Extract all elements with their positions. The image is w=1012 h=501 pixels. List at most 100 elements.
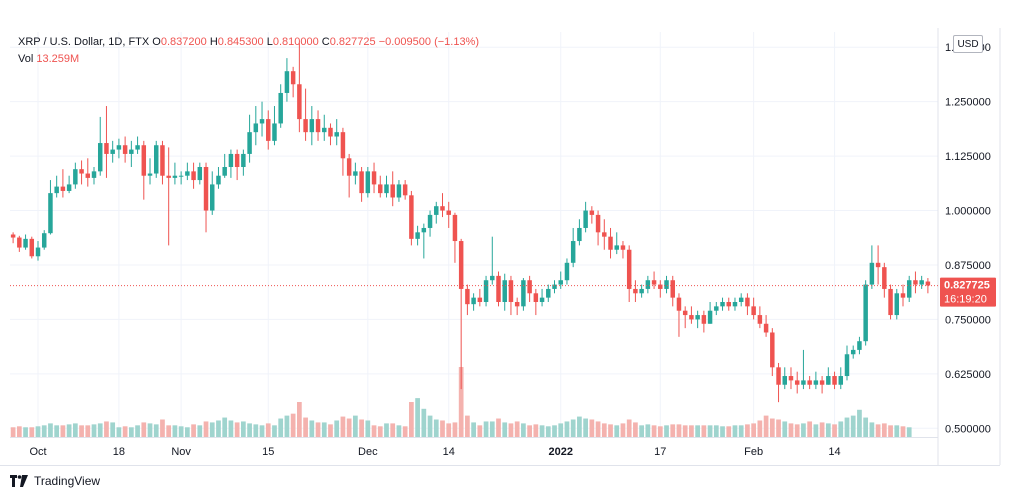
volume-bar [838, 421, 844, 437]
volume-bar [66, 424, 72, 437]
candle [458, 238, 464, 390]
candle [701, 310, 707, 333]
volume-bar [570, 419, 576, 437]
candle [602, 219, 607, 250]
volume-bar [552, 425, 557, 437]
candle [552, 280, 557, 294]
candle [658, 280, 663, 298]
price-tick-label: 1.250000 [945, 97, 991, 109]
candle [29, 236, 35, 259]
volume-bar [763, 415, 769, 437]
volume-bar [97, 423, 103, 437]
candle [266, 110, 271, 150]
candle [626, 245, 632, 302]
candle [178, 171, 184, 185]
volume-bar [321, 422, 327, 437]
volume-bar [272, 425, 277, 437]
price-badge-countdown: 16:19:20 [944, 294, 987, 306]
volume-bar [166, 425, 172, 437]
volume-bar [141, 422, 147, 437]
candle [284, 58, 290, 102]
candle [888, 284, 893, 320]
symbol-title[interactable]: XRP / U.S. Dollar, 1D, FTX [18, 36, 150, 48]
volume-bar [228, 420, 234, 437]
volume-bar [670, 424, 676, 437]
candle [359, 167, 364, 202]
volume-bar [160, 419, 165, 437]
volume-bar [79, 425, 84, 437]
volume-bar [794, 424, 800, 437]
candle [863, 280, 868, 346]
volume-bar [446, 423, 452, 437]
volume-bar [626, 419, 632, 437]
currency-button[interactable]: USD [953, 35, 983, 53]
volume-bar [128, 427, 134, 437]
candle [402, 180, 408, 200]
volume-bar [259, 425, 265, 437]
candle [328, 123, 333, 146]
candle [720, 297, 725, 311]
candle [595, 210, 601, 246]
candle [353, 162, 358, 185]
candle [452, 212, 458, 263]
volume-bar [881, 423, 887, 437]
candle [147, 158, 153, 185]
volume-bar [844, 417, 850, 437]
candle [844, 345, 850, 381]
candle [85, 158, 91, 187]
volume-bar [184, 427, 190, 437]
volume-bar [776, 419, 781, 437]
volume-bar [577, 416, 582, 437]
volume-bar [415, 398, 420, 437]
volume-bar [60, 425, 66, 437]
volume-bar [651, 425, 657, 437]
candle [234, 149, 240, 181]
candle [882, 262, 887, 298]
time-tick-label: Feb [744, 446, 763, 458]
volume-bar [328, 424, 333, 437]
candle [290, 66, 296, 98]
volume-bar [726, 426, 732, 437]
candle [875, 245, 881, 285]
candle [203, 162, 209, 233]
candle [396, 180, 402, 202]
volume-bar [440, 420, 445, 437]
volume-bar [869, 422, 875, 437]
time-axis[interactable]: Oct 18 Nov 15 Dec 14 2022 17 Feb 14 [29, 446, 840, 458]
footer[interactable]: TradingView [10, 474, 100, 488]
candle [166, 147, 171, 246]
volume-bar [664, 425, 669, 437]
candle [521, 278, 526, 311]
candle [682, 306, 688, 329]
volume-bar [396, 425, 402, 437]
candle [919, 275, 924, 289]
tradingview-logo-icon [10, 475, 28, 487]
candle [770, 328, 775, 377]
volume-bar [657, 426, 663, 437]
candle [714, 302, 719, 316]
volume-bar [545, 426, 551, 437]
volume-bar [290, 413, 296, 437]
candle [925, 278, 931, 294]
candle [384, 175, 389, 198]
volume-bar [23, 427, 28, 437]
candle [745, 293, 750, 316]
candle [558, 271, 563, 289]
candle [191, 162, 196, 189]
candle [583, 201, 588, 233]
candle [309, 106, 315, 146]
candle [73, 162, 78, 189]
candle [322, 114, 327, 141]
volume-bar [857, 409, 862, 437]
volume-bar [483, 421, 489, 437]
volume-bar [595, 421, 601, 437]
volume-bar [819, 422, 825, 437]
volume-bar [104, 421, 109, 437]
candle [446, 201, 451, 228]
candle [614, 232, 619, 255]
time-tick-label: 14 [828, 446, 840, 458]
candle [427, 210, 433, 237]
time-tick-label: Nov [171, 446, 191, 458]
volume-bar [284, 415, 290, 437]
